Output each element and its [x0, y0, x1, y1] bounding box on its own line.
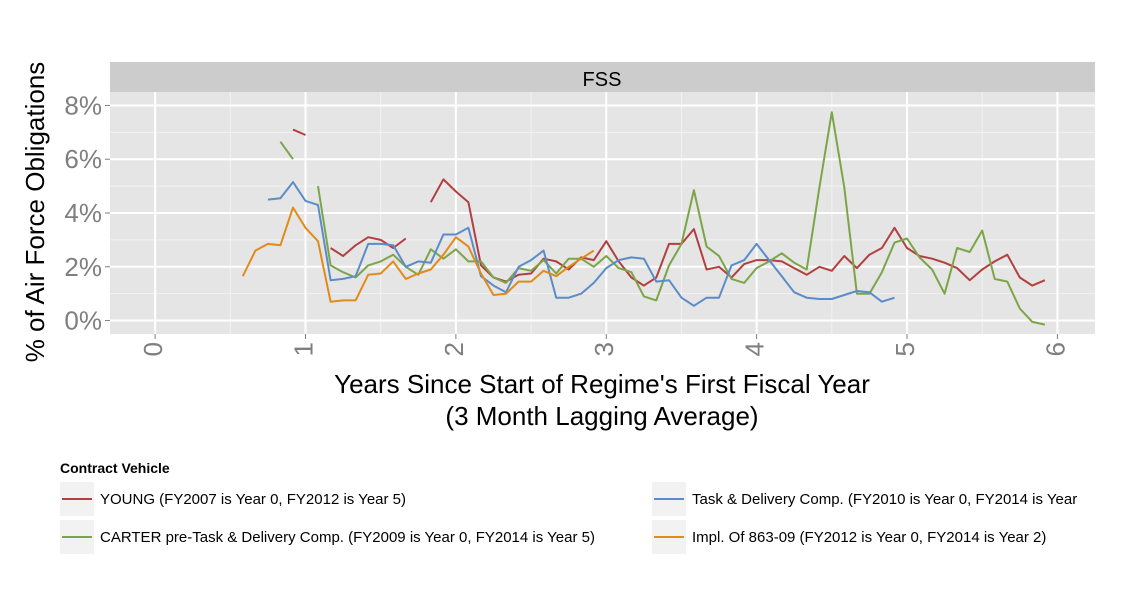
legend-label: YOUNG (FY2007 is Year 0, FY2012 is Year … — [100, 490, 406, 508]
y-tick-label: 8% — [64, 90, 102, 120]
x-axis-subtitle: (3 Month Lagging Average) — [445, 401, 758, 431]
legend-item-carter: CARTER pre-Task & Delivery Comp. (FY2009… — [60, 520, 595, 554]
x-tick-label: 0 — [138, 342, 168, 356]
series-line — [317, 111, 1046, 326]
legend: Contract Vehicle YOUNG (FY2007 is Year 0… — [60, 460, 1125, 600]
legend-item-impl-863: Impl. Of 863-09 (FY2012 is Year 0, FY201… — [652, 520, 1046, 554]
series-line — [241, 206, 595, 303]
y-tick-label: 4% — [64, 198, 102, 228]
legend-item-young: YOUNG (FY2007 is Year 0, FY2012 is Year … — [60, 482, 406, 516]
legend-label: CARTER pre-Task & Delivery Comp. (FY2009… — [100, 528, 595, 546]
x-tick-label: 4 — [740, 342, 770, 356]
legend-label: Impl. Of 863-09 (FY2012 is Year 0, FY201… — [692, 528, 1047, 546]
legend-item-task-delivery: Task & Delivery Comp. (FY2010 is Year 0,… — [652, 482, 1077, 516]
series-line — [429, 178, 1046, 287]
facet-label: FSS — [583, 69, 622, 91]
gridlines — [110, 92, 1095, 334]
series-lines — [241, 111, 1046, 326]
legend-title: Contract Vehicle — [60, 460, 170, 476]
x-axis-title: Years Since Start of Regime's First Fisc… — [334, 369, 870, 399]
series-line — [267, 181, 895, 307]
x-tick-label: 3 — [589, 342, 619, 356]
x-tick-label: 2 — [439, 342, 469, 356]
x-tick-label: 6 — [1040, 342, 1070, 356]
series-line — [292, 128, 306, 136]
x-tick-label: 1 — [288, 342, 318, 356]
legend-swatch — [60, 520, 94, 554]
y-axis-title: % of Air Force Obligations — [20, 62, 50, 363]
legend-swatch — [652, 520, 686, 554]
legend-swatch — [60, 482, 94, 516]
legend-label: Task & Delivery Comp. (FY2010 is Year 0,… — [692, 490, 1078, 508]
axes: 0% 2% 4% 6% 8% 0 1 2 3 4 5 6 — [64, 90, 1070, 356]
series-line — [279, 141, 294, 160]
series-line — [330, 236, 407, 257]
y-tick-label: 6% — [64, 144, 102, 174]
legend-swatch — [652, 482, 686, 516]
x-tick-label: 5 — [890, 342, 920, 356]
y-tick-label: 0% — [64, 306, 102, 336]
y-tick-label: 2% — [64, 252, 102, 282]
facet-strip — [110, 62, 1095, 92]
